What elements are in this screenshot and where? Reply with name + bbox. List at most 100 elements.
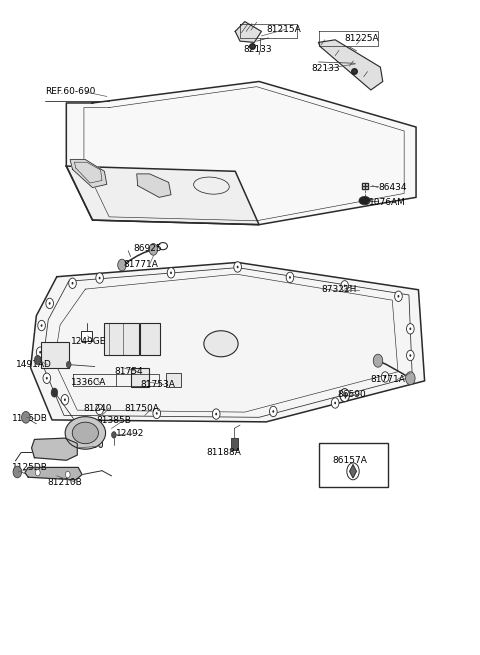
Circle shape	[409, 328, 411, 330]
Text: 86157A: 86157A	[333, 456, 368, 465]
Text: 81753A: 81753A	[140, 381, 175, 389]
Text: 1125DB: 1125DB	[12, 414, 48, 423]
Bar	[81, 331, 93, 341]
Text: 81188A: 81188A	[207, 448, 241, 457]
Circle shape	[397, 295, 399, 297]
Polygon shape	[66, 166, 259, 225]
Circle shape	[269, 406, 277, 417]
Circle shape	[234, 262, 241, 272]
Text: 1125DB: 1125DB	[12, 463, 48, 472]
Circle shape	[13, 466, 22, 478]
Circle shape	[46, 377, 48, 379]
Circle shape	[61, 394, 69, 405]
Circle shape	[170, 272, 172, 274]
Circle shape	[51, 388, 58, 397]
Circle shape	[35, 356, 41, 365]
Ellipse shape	[65, 417, 106, 449]
Bar	[231, 438, 238, 450]
Circle shape	[407, 324, 414, 334]
Ellipse shape	[204, 331, 238, 357]
Text: 12492: 12492	[116, 429, 144, 438]
Circle shape	[41, 324, 43, 327]
Circle shape	[69, 278, 76, 288]
Bar	[166, 373, 180, 387]
Polygon shape	[70, 160, 107, 187]
Text: 81771A: 81771A	[123, 260, 158, 269]
Bar	[41, 342, 69, 368]
Circle shape	[96, 404, 103, 415]
Circle shape	[341, 280, 348, 291]
Circle shape	[99, 408, 101, 411]
Circle shape	[64, 398, 66, 401]
Circle shape	[340, 388, 349, 402]
Text: 82133: 82133	[244, 45, 273, 54]
Circle shape	[213, 409, 220, 419]
Circle shape	[286, 272, 294, 282]
Circle shape	[334, 402, 336, 404]
Circle shape	[215, 413, 217, 415]
Text: 81385B: 81385B	[96, 416, 131, 425]
Ellipse shape	[359, 196, 371, 205]
Circle shape	[96, 273, 103, 283]
Circle shape	[118, 259, 126, 271]
Circle shape	[167, 268, 175, 278]
Circle shape	[237, 266, 239, 269]
Circle shape	[153, 408, 160, 419]
Text: 81754: 81754	[114, 367, 143, 376]
Text: REF.60-690: REF.60-690	[45, 87, 96, 96]
Bar	[319, 443, 387, 487]
Text: 81771A: 81771A	[371, 375, 406, 384]
Text: 86925: 86925	[133, 244, 162, 253]
Text: 81240: 81240	[83, 403, 111, 413]
Text: 81750A: 81750A	[125, 403, 160, 413]
Bar	[140, 323, 160, 356]
Circle shape	[99, 276, 101, 279]
Circle shape	[43, 373, 50, 383]
Polygon shape	[235, 22, 262, 43]
Polygon shape	[31, 263, 425, 422]
Bar	[131, 368, 149, 387]
Circle shape	[38, 320, 46, 331]
Text: 81215A: 81215A	[266, 25, 301, 34]
Circle shape	[156, 412, 158, 415]
Circle shape	[409, 354, 411, 357]
Circle shape	[289, 276, 291, 278]
Circle shape	[407, 350, 414, 361]
Circle shape	[344, 284, 346, 287]
Ellipse shape	[72, 422, 98, 443]
Text: 81225A: 81225A	[345, 34, 379, 43]
Circle shape	[48, 302, 50, 305]
Text: 82133: 82133	[312, 64, 340, 73]
Polygon shape	[137, 174, 171, 197]
Polygon shape	[32, 438, 77, 460]
Text: 1076AM: 1076AM	[369, 198, 405, 207]
Circle shape	[72, 282, 73, 284]
Polygon shape	[319, 40, 383, 90]
Circle shape	[406, 372, 415, 384]
Text: 81230: 81230	[76, 441, 105, 451]
Circle shape	[111, 432, 116, 438]
Circle shape	[331, 398, 339, 408]
Polygon shape	[25, 468, 82, 480]
Circle shape	[46, 298, 53, 309]
Circle shape	[395, 291, 402, 301]
Text: 1491AD: 1491AD	[16, 360, 52, 369]
Text: 86590: 86590	[337, 390, 366, 399]
Circle shape	[39, 351, 41, 354]
Polygon shape	[349, 465, 356, 478]
Circle shape	[381, 372, 389, 382]
Polygon shape	[66, 81, 416, 225]
Circle shape	[272, 410, 274, 413]
Circle shape	[373, 354, 383, 367]
Text: 1249GE: 1249GE	[71, 337, 107, 346]
Text: 81210B: 81210B	[48, 478, 82, 487]
Text: 87321H: 87321H	[321, 285, 356, 294]
Circle shape	[36, 347, 44, 358]
Bar	[104, 323, 139, 356]
Text: 1336CA: 1336CA	[71, 379, 107, 387]
Circle shape	[36, 470, 40, 476]
Circle shape	[22, 411, 30, 423]
Text: 86434: 86434	[378, 183, 407, 192]
Circle shape	[65, 472, 70, 478]
Circle shape	[149, 244, 158, 255]
